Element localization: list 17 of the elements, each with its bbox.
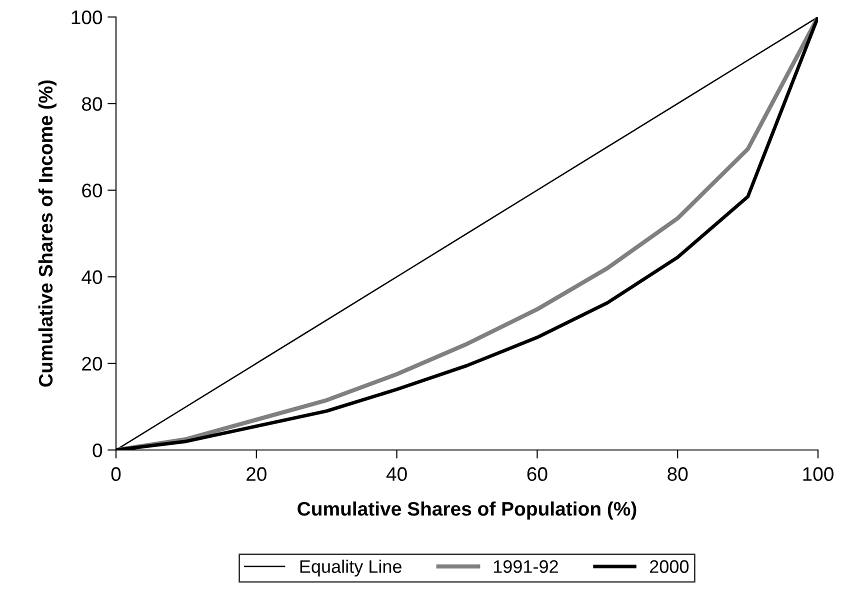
y-tick-label: 40 [82, 270, 102, 284]
y-tick-label: 20 [82, 356, 102, 371]
y-tick-label: 80 [82, 97, 102, 111]
x-tick-label: 80 [668, 467, 688, 481]
y-tick-label: 60 [82, 184, 102, 198]
x-tick-label: 60 [527, 467, 548, 481]
x-tick-label: 20 [246, 467, 266, 481]
legend-label: 1991-92 [494, 560, 558, 573]
x-tick-label: 40 [386, 467, 407, 481]
legend-label: 2000 [650, 560, 689, 573]
y-tick-label: 0 [92, 443, 102, 458]
y-tick-label: 100 [72, 10, 102, 24]
legend-label: Equality Line [300, 560, 402, 577]
x-tick-label: 100 [803, 467, 834, 481]
x-axis-title: Cumulative Shares of Population (%) [298, 501, 636, 520]
y-axis-title: Cumulative Shares of Income (%) [38, 80, 56, 387]
x-tick-label: 0 [111, 467, 121, 481]
